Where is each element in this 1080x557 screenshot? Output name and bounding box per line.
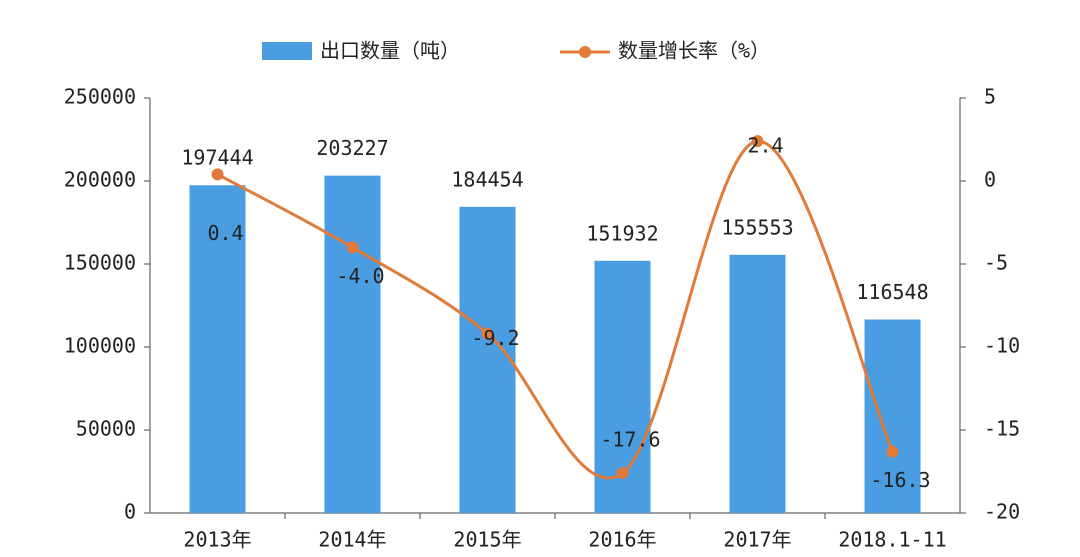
x-tick-label: 2017年 bbox=[723, 528, 791, 552]
growth-point bbox=[481, 327, 494, 340]
x-tick-label: 2016年 bbox=[588, 528, 656, 552]
growth-point bbox=[616, 467, 629, 480]
growth-label: 0.4 bbox=[207, 221, 243, 245]
legend-label: 数量增长率（%） bbox=[618, 39, 770, 63]
legend-swatch bbox=[579, 46, 591, 58]
bar-label: 197444 bbox=[181, 146, 253, 170]
y2-tick-label: 0 bbox=[984, 168, 996, 192]
y-tick-label: 50000 bbox=[76, 417, 136, 441]
y2-tick-label: -5 bbox=[984, 251, 1008, 275]
growth-point bbox=[211, 168, 224, 181]
growth-label: -17.6 bbox=[600, 428, 660, 452]
growth-label: 2.4 bbox=[747, 134, 783, 158]
bar-label: 155553 bbox=[721, 215, 793, 239]
growth-label: -4.0 bbox=[336, 264, 384, 288]
x-tick-label: 2015年 bbox=[453, 528, 521, 552]
y-tick-label: 250000 bbox=[64, 85, 136, 109]
bar bbox=[729, 254, 786, 513]
bar bbox=[324, 175, 381, 513]
bar-label: 116548 bbox=[856, 280, 928, 304]
y-tick-label: 150000 bbox=[64, 251, 136, 275]
x-tick-label: 2014年 bbox=[318, 528, 386, 552]
y2-tick-label: -20 bbox=[984, 500, 1020, 524]
growth-point bbox=[751, 135, 764, 148]
x-tick-label: 2013年 bbox=[183, 528, 251, 552]
y2-tick-label: -10 bbox=[984, 334, 1020, 358]
y2-tick-label: 5 bbox=[984, 85, 996, 109]
legend-label: 出口数量（吨） bbox=[320, 39, 460, 63]
y2-tick-label: -15 bbox=[984, 417, 1020, 441]
growth-label: -16.3 bbox=[870, 468, 930, 492]
growth-label: -9.2 bbox=[471, 326, 519, 350]
bar-label: 203227 bbox=[316, 136, 388, 160]
y-tick-label: 200000 bbox=[64, 168, 136, 192]
growth-point bbox=[886, 445, 899, 458]
growth-point bbox=[346, 241, 359, 254]
y-tick-label: 100000 bbox=[64, 334, 136, 358]
x-tick-label: 2018.1-11 bbox=[838, 528, 946, 552]
y-tick-label: 0 bbox=[124, 500, 136, 524]
bar bbox=[189, 185, 246, 513]
growth-line bbox=[216, 139, 894, 480]
bar-label: 184454 bbox=[451, 167, 523, 191]
bar bbox=[459, 206, 516, 513]
bar-label: 151932 bbox=[586, 221, 658, 245]
legend-swatch bbox=[262, 42, 312, 60]
bar bbox=[864, 319, 921, 513]
